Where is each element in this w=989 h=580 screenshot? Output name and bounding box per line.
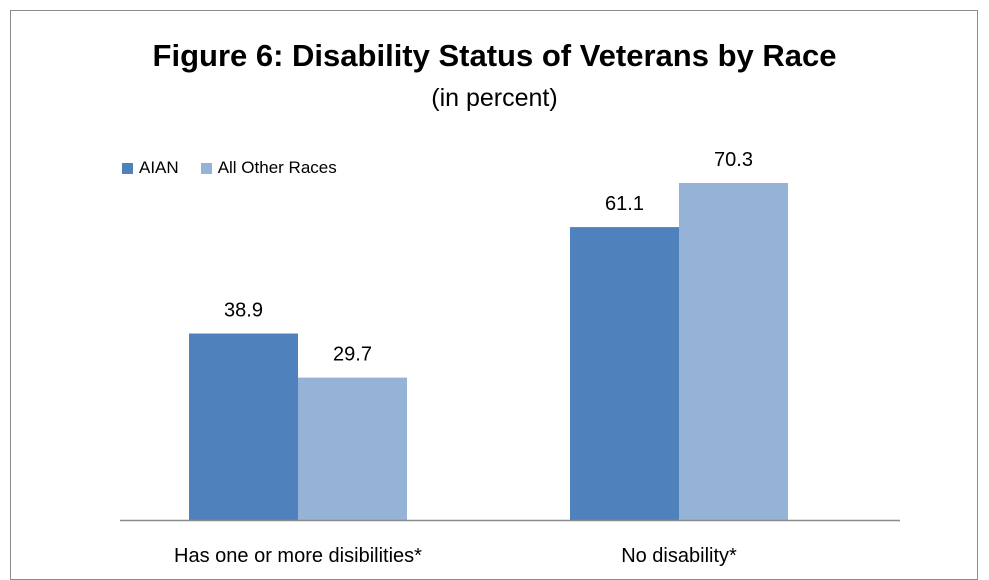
data-label-all-other-races-1: 29.7: [333, 344, 372, 366]
category-label-2: No disability*: [621, 545, 737, 567]
chart-subtitle: (in percent): [431, 84, 558, 112]
category-label-1: Has one or more disibilities*: [174, 545, 422, 567]
legend-item-all-other-races: All Other Races: [200, 158, 337, 178]
chart-frame: [10, 10, 978, 580]
data-label-all-other-races-2: 70.3: [714, 149, 753, 171]
legend-item-aian: AIAN: [122, 158, 179, 178]
chart-title: Figure 6: Disability Status of Veterans …: [152, 38, 837, 73]
data-label-aian-1: 38.9: [224, 300, 263, 322]
bar-all-other-races-1: [298, 377, 407, 520]
bar-aian-2: [570, 227, 679, 520]
bar-all-other-races-2: [679, 183, 788, 520]
legend-label-aian: AIAN: [139, 158, 179, 177]
legend-swatch-all-other-races: [200, 162, 212, 174]
bar-aian-1: [189, 333, 298, 520]
legend-label-all-other-races: All Other Races: [217, 158, 337, 177]
legend-swatch-aian: [122, 162, 133, 174]
legend: AIAN All Other Races: [122, 158, 359, 178]
data-label-aian-2: 61.1: [605, 193, 644, 215]
